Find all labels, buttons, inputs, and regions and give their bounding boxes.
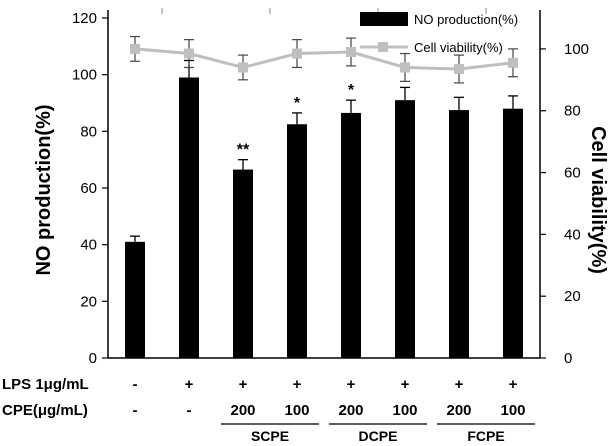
condition-value: 100 <box>284 402 309 419</box>
left-tick-label: 80 <box>80 123 97 140</box>
right-tick-label: 100 <box>564 41 589 58</box>
viability-series-line <box>134 47 514 71</box>
left-tick-label: 20 <box>80 293 97 310</box>
condition-value: 200 <box>446 402 471 419</box>
right-tick-label: 40 <box>564 226 581 243</box>
condition-value: 100 <box>392 402 417 419</box>
condition-value: 200 <box>230 402 255 419</box>
viability-point <box>346 47 356 57</box>
condition-value: + <box>185 376 194 393</box>
legend-label: Cell viability(%) <box>414 40 503 55</box>
bar <box>449 110 469 358</box>
right-axis-title: Cell viability(%) <box>587 126 609 274</box>
left-tick-label: 40 <box>80 237 97 254</box>
condition-row-label: LPS 1μg/mL <box>2 376 89 393</box>
viability-point <box>184 48 194 59</box>
significance-mark: * <box>294 95 301 112</box>
condition-value: + <box>347 376 356 393</box>
viability-line <box>130 35 518 84</box>
significance-mark: ** <box>237 142 250 159</box>
group-label: DCPE <box>359 428 398 444</box>
viability-point <box>292 48 302 59</box>
legend-swatch-marker <box>378 42 388 52</box>
legend: NO production(%) Cell viability(%) <box>360 12 518 55</box>
right-tick-label: 80 <box>564 103 581 120</box>
bar <box>503 108 523 359</box>
bar <box>125 241 145 358</box>
bar <box>287 124 307 358</box>
condition-value: 200 <box>338 402 363 419</box>
condition-value: - <box>133 376 138 393</box>
left-tick-label: 120 <box>72 10 97 27</box>
condition-value: - <box>133 402 138 419</box>
condition-value: - <box>187 402 192 419</box>
left-tick-label: 100 <box>72 67 97 84</box>
condition-value: + <box>293 376 302 393</box>
viability-point <box>508 57 518 68</box>
bar <box>395 100 415 359</box>
condition-value: 100 <box>500 402 525 419</box>
left-axis-title: NO production(%) <box>33 104 55 275</box>
group-label: SCPE <box>251 428 289 444</box>
viability-point <box>130 43 140 54</box>
legend-label: NO production(%) <box>414 12 518 27</box>
legend-swatch-bar <box>360 12 408 26</box>
group-label: FCPE <box>467 428 504 444</box>
condition-value: + <box>509 376 518 393</box>
viability-point <box>454 64 464 74</box>
right-tick-label: 60 <box>564 165 581 182</box>
right-tick-label: 0 <box>564 350 572 367</box>
condition-value: + <box>239 376 248 393</box>
condition-table: LPS 1μg/mL - + + + + + + + CPE(μg/mL) - - 200 100 200 1… <box>2 376 535 444</box>
viability-point <box>238 62 248 73</box>
right-tick-label: 20 <box>564 288 581 305</box>
condition-row-label: CPE(μg/mL) <box>2 402 88 419</box>
bar <box>233 169 253 358</box>
bars: **** <box>125 59 523 359</box>
bar <box>179 77 199 358</box>
bar <box>341 112 361 359</box>
condition-value: + <box>455 376 464 393</box>
left-tick-label: 0 <box>89 350 97 367</box>
left-tick-label: 60 <box>80 180 97 197</box>
condition-value: + <box>401 376 410 393</box>
viability-point <box>400 62 410 73</box>
significance-mark: * <box>348 82 355 99</box>
